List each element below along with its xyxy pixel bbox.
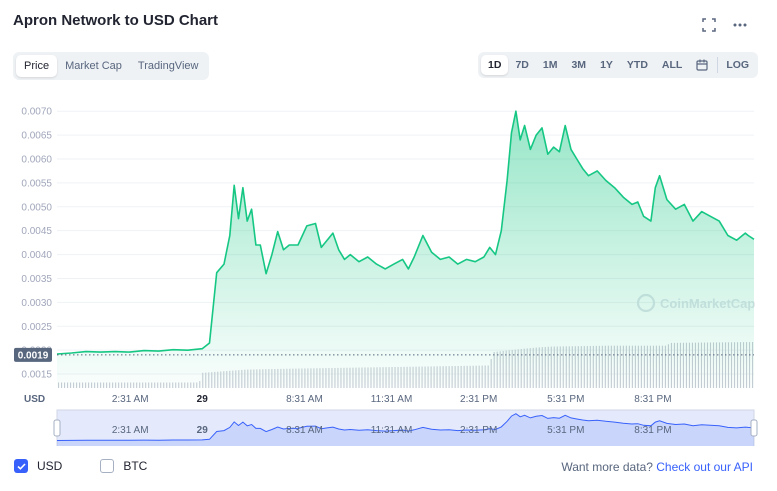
tab-range-1d[interactable]: 1D: [481, 55, 509, 75]
tab-market-cap[interactable]: Market Cap: [65, 60, 122, 72]
navigator-tick-label: 8:31 AM: [286, 425, 323, 436]
y-tick-label: 0.0015: [21, 370, 52, 381]
navigator-area: [57, 413, 754, 446]
y-tick-label: 0.0065: [21, 131, 52, 142]
y-axis-label: USD: [24, 394, 45, 405]
x-tick-label: 8:31 AM: [286, 394, 323, 405]
calendar-icon[interactable]: [689, 55, 715, 75]
y-tick-label: 0.0060: [21, 155, 52, 166]
more-horizontal-icon[interactable]: [731, 16, 749, 34]
tab-range-7d[interactable]: 7D: [515, 59, 529, 71]
api-link[interactable]: Check out our API: [656, 460, 753, 474]
btc-checkbox[interactable]: [100, 459, 115, 473]
navigator-tick-label: 8:31 PM: [634, 425, 671, 436]
chart-type-tabs: Price Market Cap TradingView: [13, 52, 210, 80]
price-line: [56, 110, 755, 355]
y-tick-label: 0.0035: [21, 274, 52, 285]
log-scale-button[interactable]: LOG: [726, 59, 750, 71]
usd-checkbox[interactable]: [14, 459, 28, 473]
current-price-badge: [14, 347, 52, 362]
navigator-tick-label: 2:31 PM: [460, 425, 497, 436]
x-tick-label: 8:31 PM: [634, 394, 671, 405]
price-chart[interactable]: 0.00150.00200.00250.00300.00350.00400.00…: [0, 90, 777, 446]
y-tick-label: 0.0050: [21, 202, 52, 213]
fullscreen-icon[interactable]: [700, 16, 718, 34]
y-tick-label: 0.0070: [21, 107, 52, 118]
tab-range-all[interactable]: ALL: [661, 59, 683, 71]
tab-range-3m[interactable]: 3M: [571, 59, 587, 71]
x-tick-label: 2:31 AM: [112, 394, 149, 405]
y-tick-label: 0.0025: [21, 322, 52, 333]
tab-price[interactable]: Price: [16, 55, 58, 77]
tab-range-1m[interactable]: 1M: [542, 59, 558, 71]
api-note: Want more data? Check out our API: [561, 460, 753, 474]
tab-tradingview[interactable]: TradingView: [137, 60, 199, 72]
x-tick-label: 11:31 AM: [371, 394, 413, 405]
y-tick-label: 0.0045: [21, 226, 52, 237]
btc-checkbox-label: BTC: [123, 459, 148, 473]
api-note-text: Want more data?: [561, 460, 653, 474]
tab-range-1y[interactable]: 1Y: [600, 59, 613, 71]
price-area: [57, 111, 754, 388]
current-price-label: 0.0019: [18, 350, 49, 361]
navigator-tick-label: 29: [197, 425, 209, 436]
navigator-tick-label: 11:31 AM: [371, 425, 413, 436]
y-tick-label: 0.0040: [21, 250, 52, 261]
page-title: Apron Network to USD Chart: [13, 12, 219, 29]
x-tick-label: 2:31 PM: [460, 394, 497, 405]
currency-toggles: USD BTC: [14, 459, 147, 473]
tab-range-ytd[interactable]: YTD: [626, 59, 648, 71]
navigator-tick-label: 2:31 AM: [112, 425, 149, 436]
navigator-right-handle[interactable]: [750, 419, 758, 437]
toolbar-divider: [717, 57, 719, 73]
navigator-line: [56, 413, 755, 441]
usd-checkbox-label: USD: [37, 459, 63, 473]
navigator-left-handle[interactable]: [53, 419, 61, 437]
y-tick-label: 0.0030: [21, 298, 52, 309]
x-tick-label: 5:31 PM: [547, 394, 584, 405]
y-tick-label: 0.0055: [21, 178, 52, 189]
navigator-tick-label: 5:31 PM: [547, 425, 584, 436]
x-tick-label: 29: [197, 394, 209, 405]
time-range-tabs: 1D 7D 1M 3M 1Y YTD ALL LOG: [478, 52, 759, 78]
